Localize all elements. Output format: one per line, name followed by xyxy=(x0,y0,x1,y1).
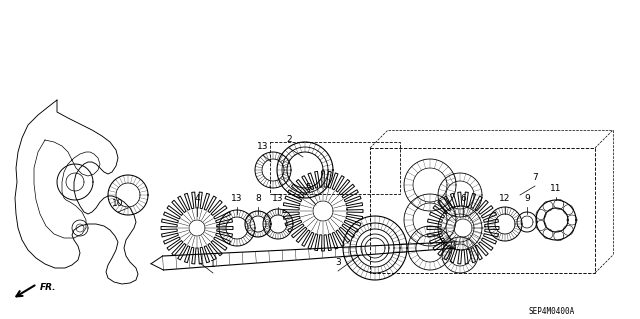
Text: 12: 12 xyxy=(499,194,511,203)
Text: 11: 11 xyxy=(550,184,562,193)
Text: 7: 7 xyxy=(532,173,538,182)
Text: 1: 1 xyxy=(210,260,216,269)
Text: 3: 3 xyxy=(335,258,341,267)
Text: 4: 4 xyxy=(194,194,200,203)
Bar xyxy=(370,148,595,273)
Text: 2: 2 xyxy=(286,135,292,144)
Text: 13: 13 xyxy=(257,142,269,151)
Text: FR.: FR. xyxy=(40,283,56,292)
Text: 6: 6 xyxy=(460,194,466,203)
Text: 8: 8 xyxy=(255,194,261,203)
Text: 5: 5 xyxy=(305,183,311,192)
Text: 9: 9 xyxy=(524,194,530,203)
Text: 13: 13 xyxy=(231,194,243,203)
Bar xyxy=(270,142,400,194)
Text: SEP4M0400A: SEP4M0400A xyxy=(529,307,575,315)
Text: 13: 13 xyxy=(272,194,284,203)
Text: 10: 10 xyxy=(112,199,124,208)
